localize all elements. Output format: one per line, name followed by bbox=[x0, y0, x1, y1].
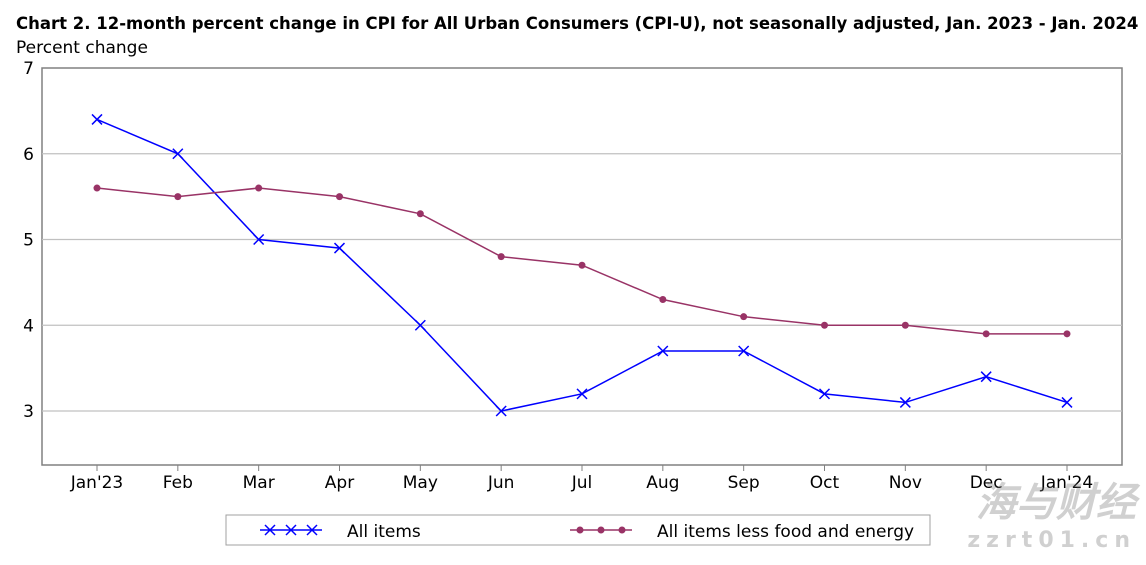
x-tick-label: Jan'24 bbox=[1040, 473, 1094, 493]
data-point-circle bbox=[174, 193, 182, 201]
data-point-x bbox=[495, 405, 507, 417]
legend-label: All items bbox=[347, 522, 421, 542]
data-point-x bbox=[576, 388, 588, 400]
x-tick-label: Mar bbox=[243, 473, 275, 493]
y-tick-label: 3 bbox=[23, 402, 34, 422]
x-tick-label: Nov bbox=[889, 473, 922, 493]
data-point-circle bbox=[740, 313, 748, 321]
data-point-circle bbox=[901, 321, 909, 329]
data-point-circle bbox=[982, 330, 990, 338]
data-point-circle bbox=[255, 184, 263, 192]
y-tick-label: 5 bbox=[23, 231, 34, 251]
data-point-x bbox=[172, 148, 184, 160]
legend-marker-circle bbox=[597, 526, 605, 534]
data-point-x bbox=[818, 388, 831, 400]
data-point-circle bbox=[93, 184, 101, 192]
data-point-circle bbox=[336, 193, 343, 201]
data-point-x bbox=[253, 233, 265, 246]
watermark: 海与财经 zzrt01.cn bbox=[967, 480, 1136, 553]
x-tick-label: Aug bbox=[646, 473, 679, 493]
data-point-circle bbox=[1063, 330, 1071, 338]
legend-marker-x bbox=[285, 524, 297, 536]
legend-marker-x bbox=[264, 524, 276, 536]
legend-marker-x bbox=[306, 524, 318, 536]
data-point-x bbox=[91, 113, 103, 125]
data-point-circle bbox=[497, 253, 505, 261]
chart-title: Chart 2. 12-month percent change in CPI … bbox=[16, 14, 1139, 33]
data-point-x bbox=[414, 319, 426, 331]
x-tick-label: Feb bbox=[163, 473, 193, 493]
data-point-circle bbox=[821, 321, 828, 329]
y-tick-label: 6 bbox=[23, 145, 34, 165]
data-point-x bbox=[1061, 396, 1073, 408]
legend-marker-circle bbox=[618, 526, 626, 534]
legend-marker-circle bbox=[576, 526, 584, 534]
x-tick-label: May bbox=[403, 473, 438, 493]
data-point-x bbox=[980, 371, 992, 383]
data-point-x bbox=[899, 396, 911, 408]
x-tick-label: Sep bbox=[728, 473, 760, 493]
x-tick-label: Dec bbox=[970, 473, 1003, 493]
x-tick-label: Oct bbox=[810, 473, 840, 493]
y-tick-label: 4 bbox=[23, 316, 34, 336]
data-point-circle bbox=[416, 210, 424, 218]
x-tick-label: Jun bbox=[487, 473, 515, 493]
data-point-circle bbox=[578, 261, 586, 269]
data-point-x bbox=[738, 345, 750, 357]
y-tick-label: 7 bbox=[23, 59, 34, 79]
x-tick-label: Apr bbox=[325, 473, 354, 493]
y-axis-label: Percent change bbox=[16, 38, 148, 58]
data-point-circle bbox=[659, 296, 667, 304]
x-tick-label: Jul bbox=[571, 473, 593, 493]
x-tick-label: Jan'23 bbox=[70, 473, 124, 493]
data-point-x bbox=[657, 345, 669, 357]
legend-label: All items less food and energy bbox=[657, 522, 914, 542]
data-point-x bbox=[333, 242, 346, 254]
